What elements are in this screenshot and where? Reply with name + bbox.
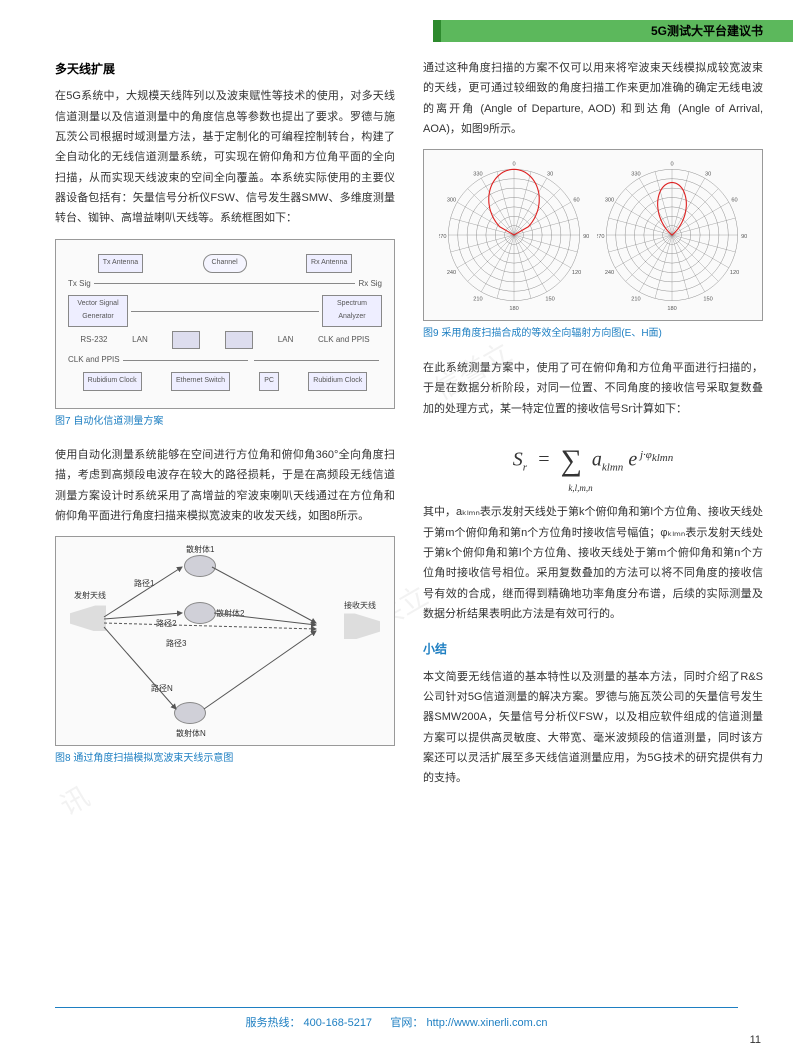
right-paragraph-3: 其中，aₖₗₘₙ表示发射天线处于第k个俯仰角和第l个方位角、接收天线处于第m个俯… [423,502,763,624]
page-number: 11 [750,1034,761,1046]
fig7-lan-r: LAN [278,333,294,348]
summary-paragraph: 本文简要无线信道的基本特性以及测量的基本方法，同时介绍了R&S公司针对5G信道测… [423,667,763,789]
figure-9-caption: 图9 采用角度扫描合成的等效全向辐射方向图(E、H面) [423,325,763,344]
header-doc-title: 5G测试大平台建议书 [651,22,763,39]
right-paragraph-2: 在此系统测量方案中，使用了可在俯仰角和方位角平面进行扫描的，于是在数据分析阶段，… [423,358,763,419]
fig7-rub-l: Rubidium Clock [83,372,142,391]
formula-sr: Sr = ∑k,l,m,n aklmn e j·φklmn [423,433,763,489]
footer-site-label: 官网： [390,1017,423,1029]
fig7-router-icon [225,331,253,349]
svg-text:270: 270 [439,234,446,240]
footer-hotline-label: 服务热线： [245,1017,300,1029]
svg-text:30: 30 [705,172,711,178]
svg-text:300: 300 [605,198,614,204]
left-paragraph-2: 使用自动化测量系统能够在空间进行方位角和俯仰角360°全向角度扫描，考虑到高频段… [55,445,395,526]
svg-text:300: 300 [447,198,456,204]
svg-text:330: 330 [473,172,482,178]
svg-text:0: 0 [512,162,515,168]
section-title-multi-antenna: 多天线扩展 [55,58,395,80]
footer-hotline: 400-168-5217 [304,1017,373,1029]
left-column: 多天线扩展 在5G系统中，大规模天线阵列以及波束赋性等技术的使用，对多天线信道测… [55,58,395,789]
polar-plot-e: 0 30 60 90 120 150 180 210 240 270 300 330 [439,160,589,310]
svg-text:240: 240 [447,270,456,276]
figure-8-caption: 图8 通过角度扫描模拟宽波束天线示意图 [55,750,395,769]
summary-title: 小结 [423,638,763,660]
fig7-lan-l: LAN [132,333,148,348]
svg-text:120: 120 [730,270,739,276]
figure-7-system-diagram: Tx Antenna Channel Rx Antenna Tx Sig Rx … [55,239,395,409]
fig7-tx-antenna: Tx Antenna [98,254,143,273]
svg-text:120: 120 [572,270,581,276]
figure-7-caption: 图7 自动化信道测量方案 [55,413,395,432]
fig7-pc: PC [259,372,279,391]
fig7-rx-sig: Rx Sig [358,277,382,292]
fig7-eswitch: Ethernet Switch [171,372,230,391]
svg-text:60: 60 [573,198,579,204]
fig7-clk-r: CLK and PPIS [318,333,370,348]
svg-text:0: 0 [670,162,673,168]
figure-9-polar-plots: 0 30 60 90 120 150 180 210 240 270 300 330 0 30 60 90 1… [423,149,763,321]
svg-text:210: 210 [473,297,482,303]
left-paragraph-1: 在5G系统中，大规模天线阵列以及波束赋性等技术的使用，对多天线信道测量以及信道测… [55,86,395,228]
footer-site-link[interactable]: http://www.xinerli.com.cn [426,1017,547,1029]
fig7-rub-r: Rubidium Clock [308,372,367,391]
content-columns: 多天线扩展 在5G系统中，大规模天线阵列以及波束赋性等技术的使用，对多天线信道测… [55,58,763,789]
fig7-sa: Spectrum Analyzer [322,295,382,327]
fig7-router-icon [172,331,200,349]
fig8-arrows [56,537,394,745]
fig7-rs232-l: RS-232 [80,333,107,348]
svg-text:30: 30 [547,172,553,178]
fig7-rx-antenna: Rx Antenna [306,254,352,273]
figure-8-scatter-diagram: 散射体1 散射体2 发射天线 接收天线 路径1 路径2 路径3 路径N 散射体N [55,536,395,746]
svg-text:90: 90 [583,234,589,240]
polar-plot-h: 0 30 60 90 120 150 180 210 240 270 300 330 [597,160,747,310]
right-column: 通过这种角度扫描的方案不仅可以用来将窄波束天线模拟成较宽波束的天线，更可通过较细… [423,58,763,789]
svg-text:330: 330 [631,172,640,178]
svg-text:270: 270 [597,234,604,240]
svg-text:210: 210 [631,297,640,303]
svg-text:180: 180 [667,306,676,310]
footer-bar: 服务热线： 400-168-5217 官网： http://www.xinerl… [55,1007,738,1030]
svg-text:240: 240 [605,270,614,276]
svg-text:150: 150 [703,297,712,303]
svg-text:60: 60 [731,198,737,204]
right-paragraph-1: 通过这种角度扫描的方案不仅可以用来将窄波束天线模拟成较宽波束的天线，更可通过较细… [423,58,763,139]
fig7-tx-sig: Tx Sig [68,277,91,292]
svg-text:150: 150 [545,297,554,303]
fig7-channel: Channel [203,254,247,273]
fig7-clk-l: CLK and PPIS [68,353,120,368]
svg-text:90: 90 [741,234,747,240]
fig7-vsg: Vector Signal Generator [68,295,128,327]
svg-text:180: 180 [509,306,518,310]
